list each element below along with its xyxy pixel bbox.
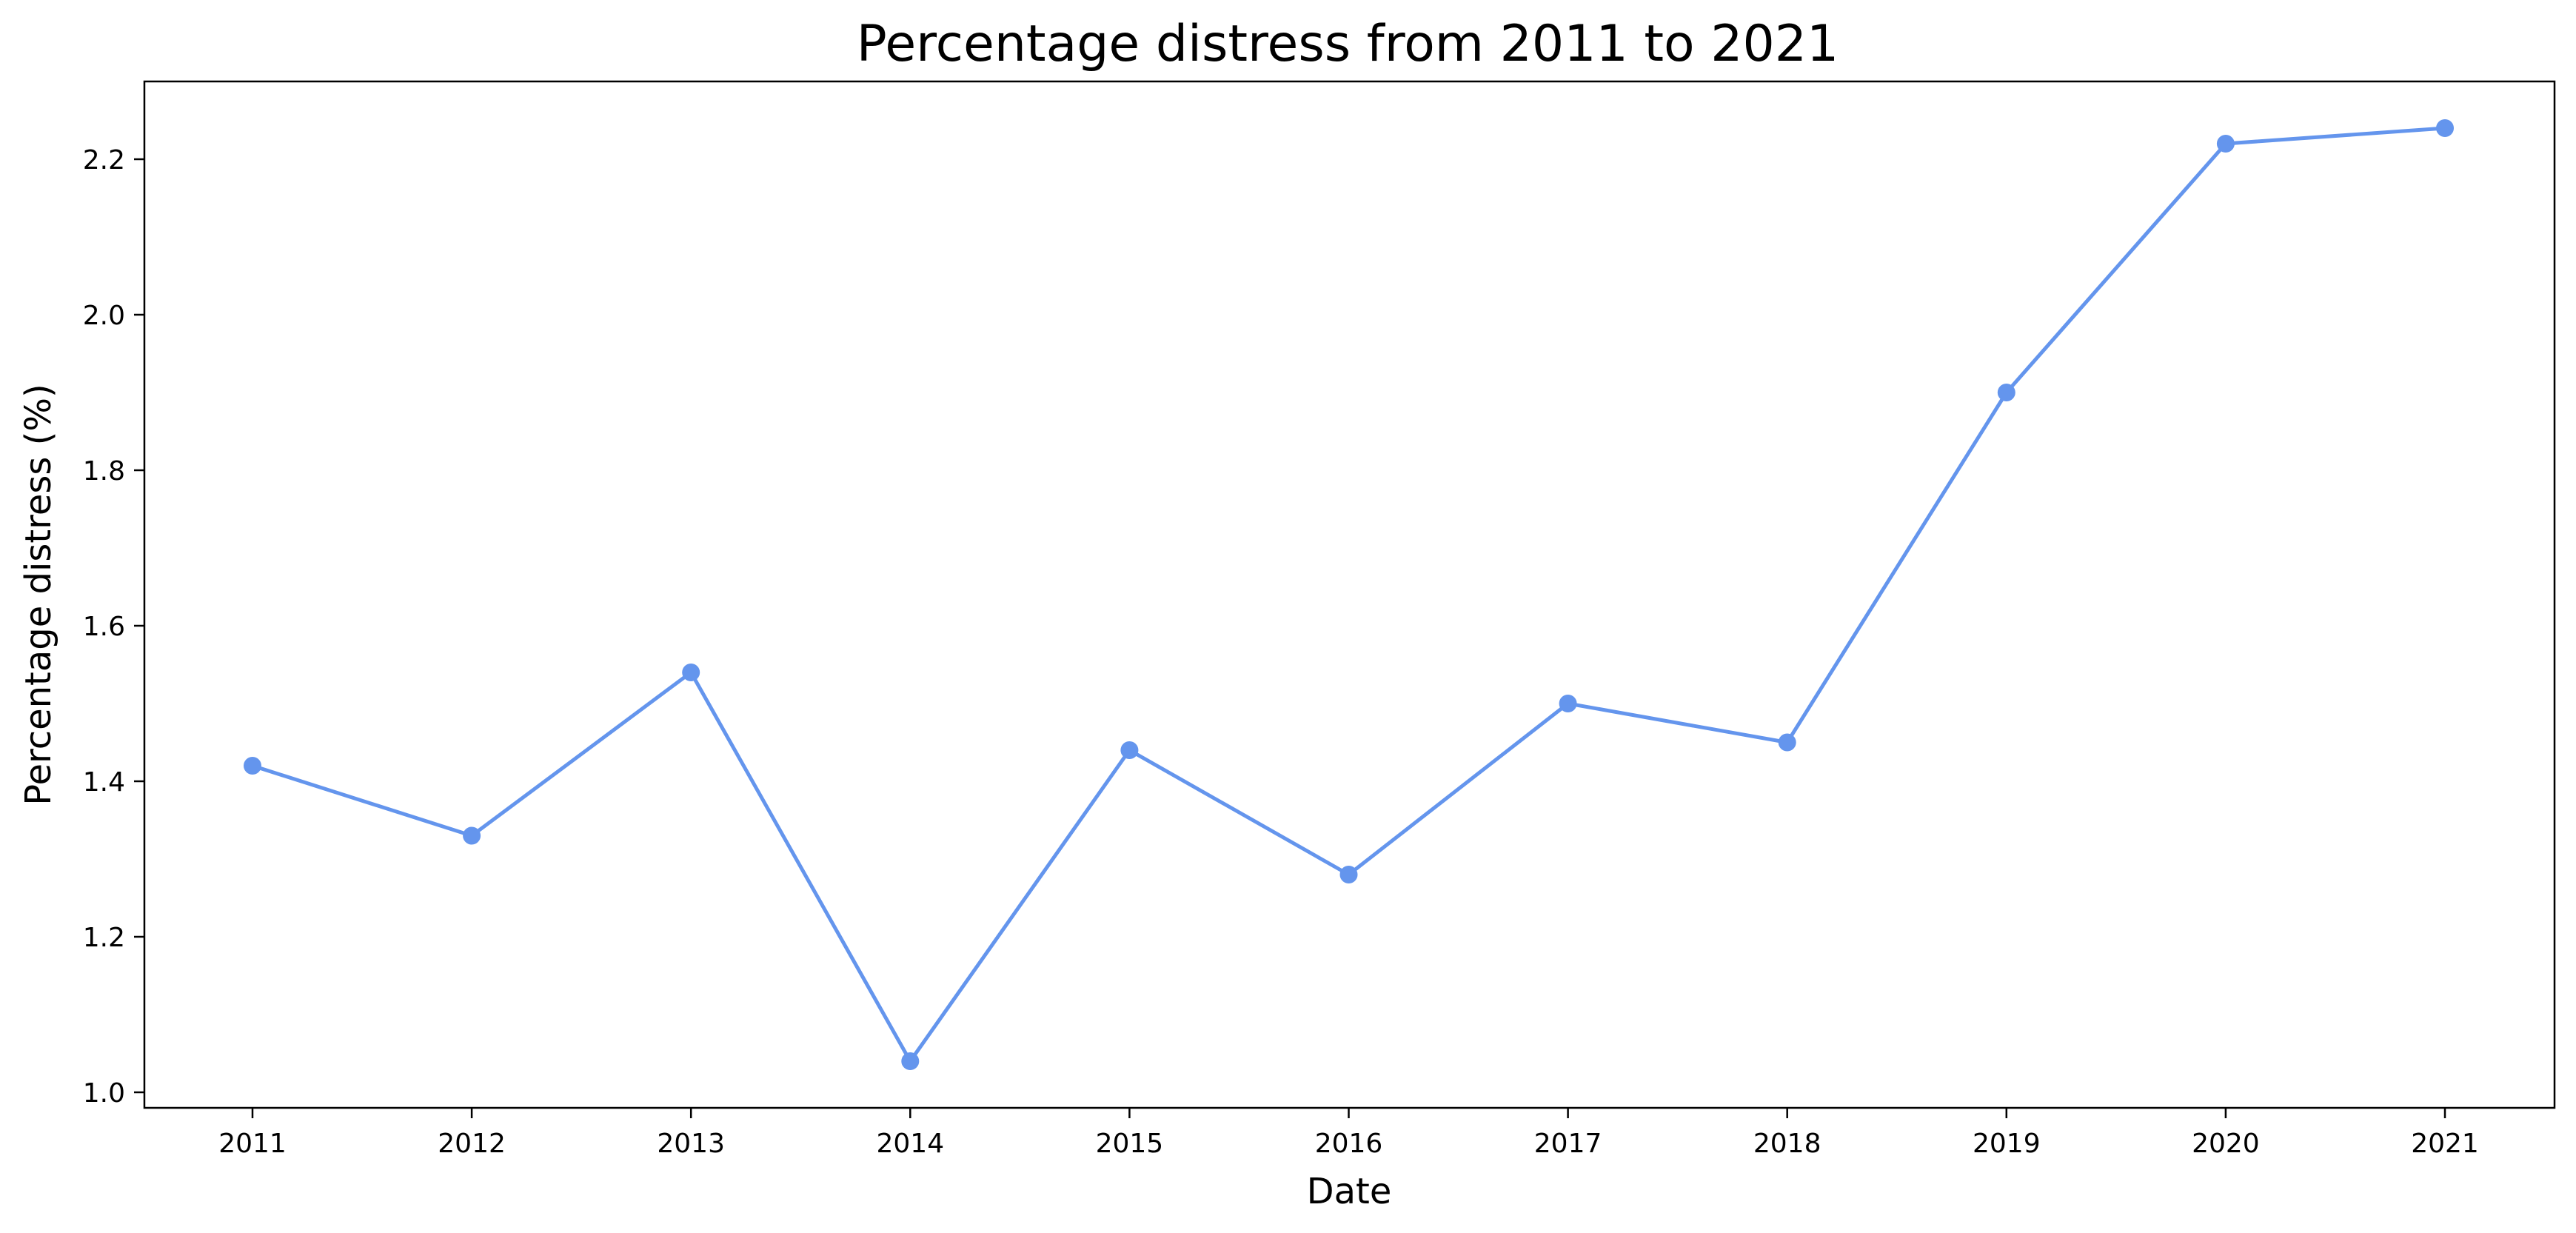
x-tick-label: 2014 — [876, 1129, 944, 1159]
x-tick-label: 2013 — [657, 1129, 725, 1159]
plot-frame — [143, 80, 2556, 1109]
y-tick-label: 1.4 — [83, 767, 125, 798]
y-axis-label: Percentage distress (%) — [18, 384, 59, 805]
y-tick-label: 1.0 — [83, 1078, 125, 1109]
data-point — [1997, 384, 2015, 401]
y-tick-label: 1.6 — [83, 612, 125, 642]
x-tick-label: 2015 — [1096, 1129, 1164, 1159]
x-tick-label: 2021 — [2411, 1129, 2479, 1159]
x-tick-label: 2017 — [1534, 1129, 1602, 1159]
plot-area: 2011 2012 2013 2014 2015 2016 2017 2018 2019 2020… — [83, 119, 2479, 1159]
data-point — [1778, 733, 1796, 752]
x-tick-label: 2012 — [438, 1129, 506, 1159]
data-point — [1120, 741, 1139, 759]
data-point — [463, 826, 481, 845]
data-point — [244, 757, 261, 775]
x-axis-label: Date — [1307, 1171, 1392, 1212]
y-tick-label: 1.8 — [83, 456, 125, 487]
x-tick-label: 2011 — [218, 1129, 287, 1159]
data-point — [1559, 695, 1577, 712]
y-tick-label: 1.2 — [83, 923, 125, 953]
x-tick-label: 2018 — [1753, 1129, 1821, 1159]
data-point — [1339, 866, 1358, 883]
data-point — [2436, 119, 2454, 137]
data-point — [2216, 135, 2235, 153]
x-tick-label: 2019 — [1973, 1129, 2041, 1159]
data-point — [682, 664, 700, 681]
y-tick-label: 2.0 — [83, 301, 125, 331]
data-point — [901, 1052, 920, 1070]
chart-title: Percentage distress from 2011 to 2021 — [857, 15, 1839, 73]
x-tick-label: 2016 — [1315, 1129, 1383, 1159]
y-tick-label: 2.2 — [83, 145, 125, 176]
x-tick-label: 2020 — [2192, 1129, 2260, 1159]
